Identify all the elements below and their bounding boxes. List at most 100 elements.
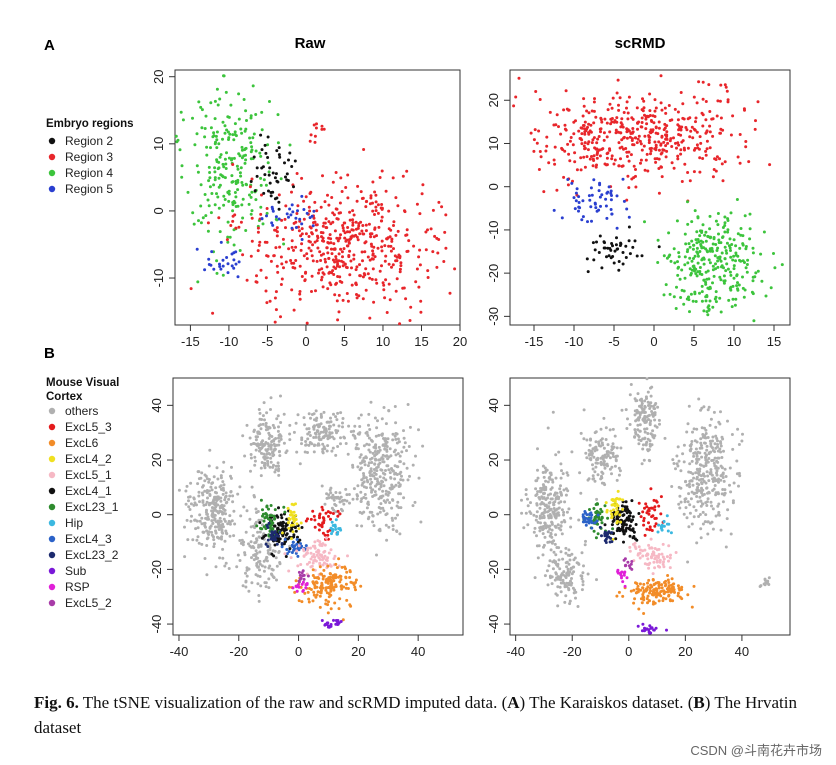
point-others bbox=[557, 513, 561, 517]
point-excl6 bbox=[667, 581, 671, 584]
point-others bbox=[354, 446, 358, 450]
point-sub bbox=[665, 628, 668, 632]
point-region-3 bbox=[354, 220, 358, 224]
point-region-3 bbox=[533, 128, 537, 132]
point-region-4 bbox=[748, 212, 752, 216]
point-region-4 bbox=[228, 235, 232, 239]
point-rsp bbox=[296, 583, 300, 587]
point-region-4 bbox=[261, 222, 265, 226]
point-others bbox=[254, 438, 258, 442]
point-region-4 bbox=[725, 262, 729, 266]
point-region-2 bbox=[603, 246, 607, 250]
point-region-3 bbox=[327, 256, 331, 260]
point-region-3 bbox=[545, 135, 549, 139]
point-region-3 bbox=[631, 127, 635, 130]
point-region-4 bbox=[259, 183, 263, 187]
point-region-5 bbox=[232, 251, 236, 255]
point-others bbox=[646, 432, 650, 435]
point-region-3 bbox=[731, 114, 735, 118]
point-others bbox=[705, 486, 709, 490]
point-others bbox=[372, 468, 376, 471]
point-others bbox=[355, 524, 359, 528]
point-others bbox=[723, 467, 727, 471]
point-region-4 bbox=[226, 220, 230, 224]
point-region-3 bbox=[647, 141, 651, 145]
point-others bbox=[380, 417, 384, 421]
point-others bbox=[265, 559, 269, 563]
point-region-3 bbox=[694, 120, 697, 124]
point-region-3 bbox=[645, 152, 649, 156]
point-others bbox=[269, 460, 273, 464]
point-hip bbox=[665, 522, 669, 526]
point-region-4 bbox=[223, 131, 227, 135]
point-excl6 bbox=[671, 599, 675, 603]
point-others bbox=[558, 567, 562, 571]
point-region-3 bbox=[680, 140, 684, 144]
point-region-4 bbox=[748, 227, 752, 231]
point-region-3 bbox=[317, 271, 320, 275]
point-others bbox=[200, 471, 204, 475]
point-region-3 bbox=[371, 249, 375, 253]
point-others bbox=[363, 493, 367, 496]
point-region-3 bbox=[643, 134, 647, 138]
point-others bbox=[682, 443, 686, 447]
point-excl6 bbox=[311, 568, 315, 572]
point-others bbox=[642, 411, 646, 414]
point-others bbox=[391, 498, 394, 502]
point-others bbox=[695, 475, 699, 479]
point-others bbox=[267, 542, 271, 546]
point-excl5-1 bbox=[661, 555, 665, 559]
point-others bbox=[258, 432, 262, 436]
point-region-5 bbox=[574, 199, 578, 203]
point-region-3 bbox=[325, 265, 329, 269]
point-excl4-2 bbox=[610, 498, 614, 502]
point-others bbox=[277, 433, 281, 437]
point-others bbox=[266, 551, 270, 555]
point-region-2 bbox=[593, 248, 597, 252]
point-others bbox=[655, 425, 659, 429]
point-region-3 bbox=[679, 152, 683, 156]
point-region-3 bbox=[307, 246, 311, 250]
point-region-3 bbox=[340, 190, 344, 193]
point-others bbox=[262, 443, 266, 447]
point-excl5-1 bbox=[322, 550, 326, 554]
point-others bbox=[766, 579, 770, 583]
point-region-5 bbox=[586, 220, 589, 224]
point-excl5-3 bbox=[317, 528, 321, 532]
point-others bbox=[277, 473, 281, 477]
point-excl6 bbox=[666, 578, 670, 582]
point-others bbox=[566, 473, 570, 477]
point-region-3 bbox=[553, 145, 557, 149]
point-others bbox=[554, 553, 558, 557]
point-region-3 bbox=[274, 246, 278, 250]
point-region-3 bbox=[590, 141, 594, 145]
point-region-4 bbox=[731, 297, 735, 301]
point-others bbox=[555, 546, 559, 549]
point-excl5-1 bbox=[296, 564, 300, 568]
point-region-3 bbox=[346, 173, 350, 177]
point-others bbox=[374, 458, 378, 462]
point-excl23-1 bbox=[593, 515, 597, 519]
point-region-3 bbox=[312, 221, 315, 225]
point-others bbox=[249, 540, 253, 544]
point-region-4 bbox=[716, 259, 720, 263]
y-tick-label: 20 bbox=[151, 69, 166, 83]
point-region-2 bbox=[614, 243, 618, 247]
point-region-5 bbox=[290, 203, 294, 207]
point-others bbox=[224, 561, 228, 565]
point-region-3 bbox=[629, 153, 633, 157]
point-region-4 bbox=[690, 259, 694, 263]
point-hip bbox=[665, 514, 669, 518]
point-region-3 bbox=[435, 236, 439, 240]
point-region-3 bbox=[299, 248, 303, 252]
point-excl23-1 bbox=[599, 518, 603, 522]
point-excl5-3 bbox=[645, 527, 649, 531]
point-others bbox=[717, 513, 721, 517]
point-others bbox=[554, 491, 557, 495]
point-others bbox=[712, 410, 716, 414]
point-others bbox=[687, 492, 691, 496]
point-others bbox=[535, 510, 539, 514]
point-others bbox=[541, 532, 545, 536]
point-others bbox=[534, 518, 538, 522]
point-excl5-1 bbox=[321, 563, 325, 567]
